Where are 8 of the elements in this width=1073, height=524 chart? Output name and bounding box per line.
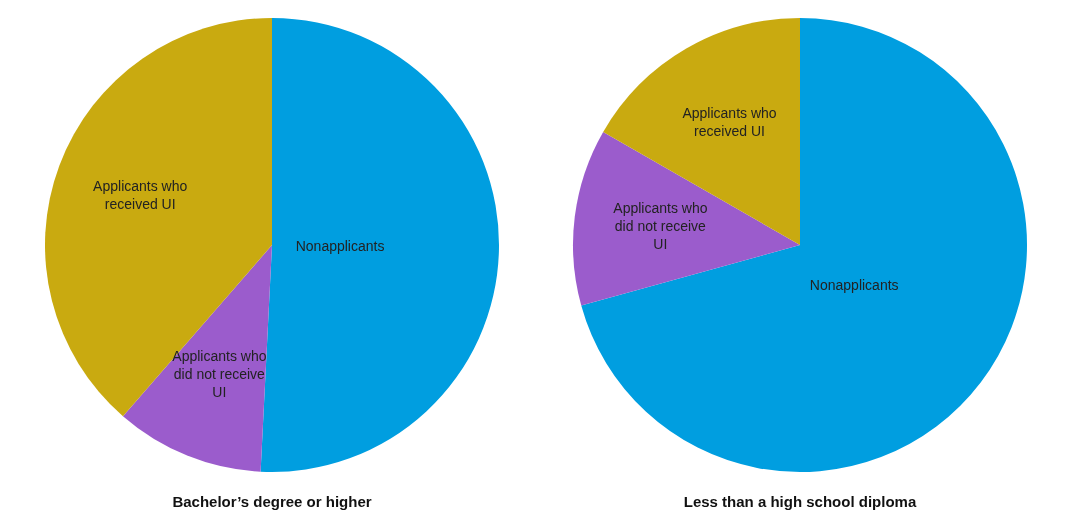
slice-label: Applicants who received UI: [93, 177, 188, 212]
slice-label: Nonapplicants: [295, 237, 385, 254]
text: Bachelor’s degree or higher: [172, 493, 372, 511]
text: Less than a high school diploma: [683, 493, 917, 511]
slice-label: Nonapplicants: [809, 277, 899, 294]
slice-label: Applicants who received UI: [682, 105, 777, 140]
slice-label: Applicants who did not receive UI: [613, 200, 708, 253]
slice-label: Applicants who did not receive UI: [172, 348, 267, 401]
